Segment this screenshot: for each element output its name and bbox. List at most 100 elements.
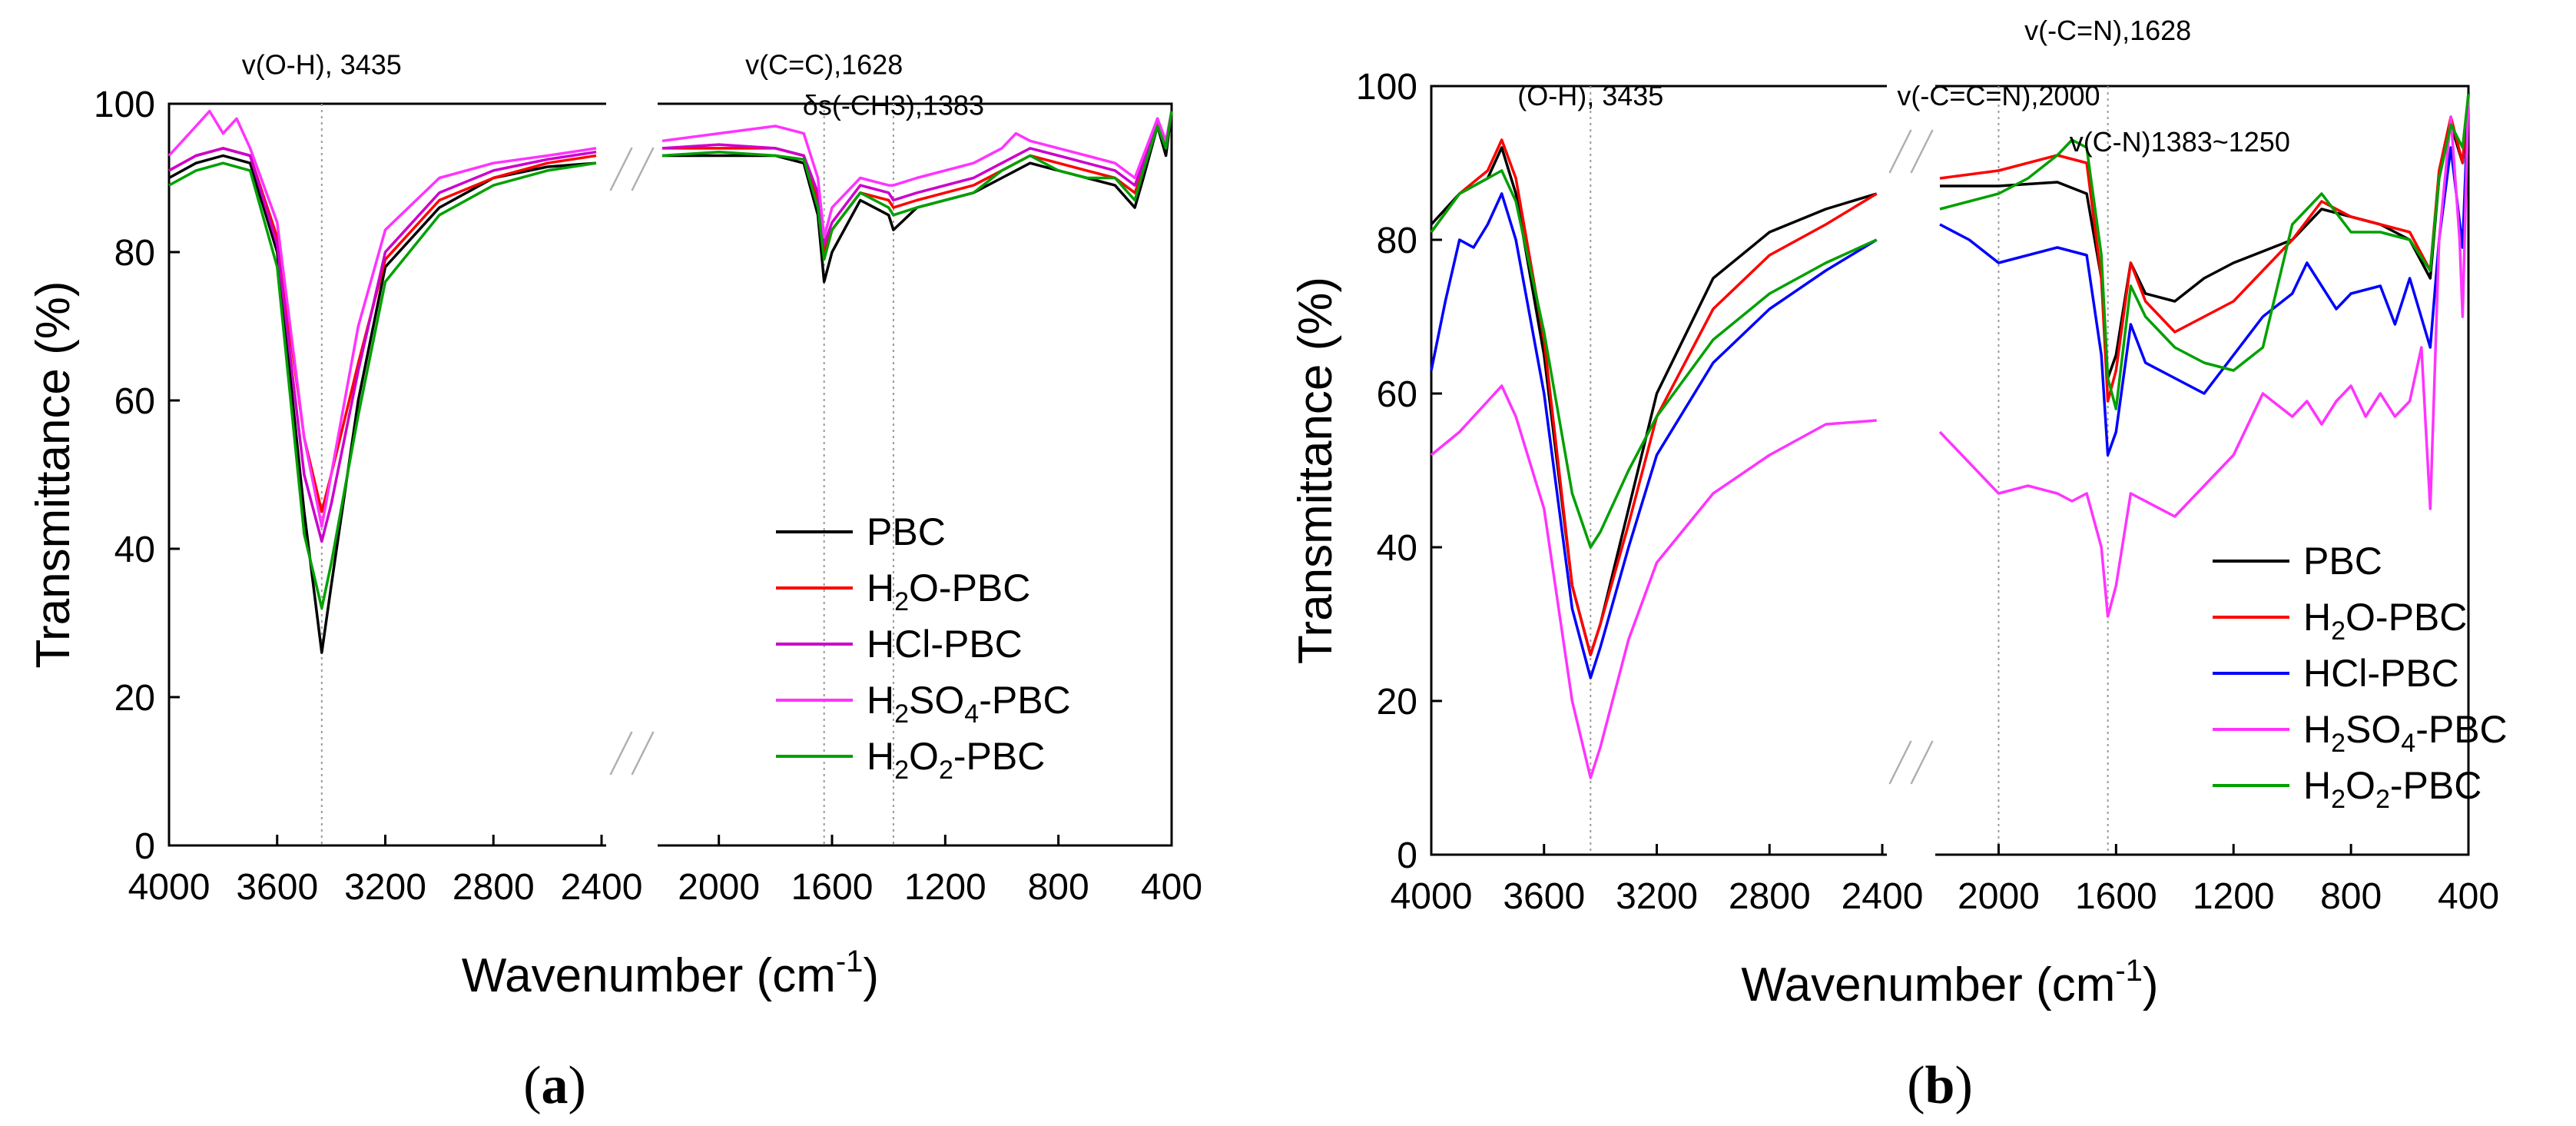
x-axis-label-superscript: -1	[836, 945, 864, 978]
axis-break-mark	[1888, 740, 1912, 785]
panel-b: 4000 3600 3200 2800 2400 2000 1600 1200 800 40002…	[1289, 15, 2508, 1115]
y-tick-label: 20	[114, 678, 155, 719]
legend-label: HCl-PBC	[2303, 652, 2459, 695]
legend-label: H2O2-PBC	[867, 735, 1045, 785]
legend-label: H2O-PBC	[867, 566, 1030, 616]
axis-break-gap	[1887, 83, 1935, 858]
legend-label: H2SO4-PBC	[2303, 708, 2508, 758]
legend-label-part: H	[2303, 708, 2331, 751]
series-line-h2so4-pbc	[1430, 384, 1877, 779]
axis-break-mark	[1910, 129, 1934, 174]
x-tick-label: 2000	[1958, 876, 2040, 917]
legend-label-part: -PBC	[2415, 708, 2507, 751]
legend-label: HCl-PBC	[867, 623, 1023, 666]
legend-label-part: -PBC	[979, 679, 1070, 722]
legend-label-part: SO	[2346, 708, 2401, 751]
x-axis-label-text: Wavenumber (cm	[1741, 958, 2115, 1011]
peak-annotation: (O-H), 3435	[1517, 80, 1663, 111]
legend-label-part: -PBC	[953, 735, 1045, 778]
legend-label-part: O	[909, 735, 939, 778]
series-line-h2o2-pbc	[1939, 93, 2470, 410]
peak-annotation: v(-C=C=N),2000	[1897, 80, 2100, 111]
y-tick-label: 40	[1377, 528, 1417, 569]
panel-caption-letter: b	[1925, 1056, 1955, 1115]
legend-label-part: 2	[2375, 785, 2390, 814]
legend-label-part: 2	[894, 587, 909, 616]
x-tick-label: 3200	[1616, 876, 1698, 917]
series-line-h2o2-pbc	[661, 111, 1173, 261]
series-line-h2so4-pbc	[1938, 93, 2470, 618]
x-tick-label: 400	[1141, 867, 1202, 908]
y-tick-label: 60	[1377, 374, 1417, 415]
axis-break-mark	[609, 731, 633, 776]
x-tick-label: 3200	[344, 867, 426, 908]
y-tick-label: 60	[114, 381, 155, 422]
x-tick-label: 2400	[561, 867, 643, 908]
x-tick-label: 2400	[1842, 876, 1924, 917]
panel-caption: (a)	[523, 1056, 586, 1115]
panel-caption-letter: a	[542, 1056, 569, 1115]
legend-label: H2O-PBC	[2303, 596, 2467, 646]
series-line-hcl-pbc	[661, 111, 1173, 247]
legend-label-part: O-PBC	[2346, 596, 2467, 639]
legend-label: PBC	[867, 510, 946, 553]
legend-label-text: HCl-PBC	[867, 623, 1023, 666]
series-line-hcl-pbc	[1430, 192, 1878, 679]
y-axis-label: Transmittance (%)	[1289, 277, 1342, 664]
x-tick-label: 4000	[1391, 876, 1473, 917]
axis-break-mark	[1888, 129, 1912, 174]
legend-label-part: H	[867, 735, 894, 778]
legend-label-part: 2	[894, 756, 909, 785]
legend-label-text: HCl-PBC	[2303, 652, 2459, 695]
x-axis-label-superscript: -1	[2115, 954, 2143, 988]
legend-label-part: -PBC	[2390, 764, 2482, 807]
x-tick-label: 2000	[678, 867, 760, 908]
x-tick-label: 2800	[453, 867, 535, 908]
series-line-h2o-pbc	[1430, 138, 1878, 656]
y-tick-label: 80	[1377, 221, 1417, 261]
legend-label-part: 4	[2401, 729, 2415, 758]
series-line-hcl-pbc	[1939, 93, 2470, 457]
x-tick-label: 3600	[1503, 876, 1585, 917]
x-tick-label: 1200	[904, 867, 986, 908]
legend-label-part: 2	[2331, 729, 2346, 758]
y-tick-label: 20	[1377, 682, 1417, 722]
x-tick-label: 1200	[2193, 876, 2275, 917]
y-axis-label: Transmittance (%)	[27, 281, 80, 668]
legend-label-part: 2	[2331, 785, 2346, 814]
y-tick-label: 40	[114, 530, 155, 570]
y-tick-label: 0	[134, 826, 155, 867]
x-axis-label-text: Wavenumber (cm	[462, 949, 836, 1002]
legend-label-part: 4	[964, 699, 979, 729]
legend-label: H2SO4-PBC	[867, 679, 1071, 729]
axis-break-mark	[1910, 740, 1934, 785]
legend-label-part: 2	[2331, 616, 2346, 646]
peak-annotation: v(C=C),1628	[745, 48, 903, 80]
series-line-h2so4-pbc	[661, 111, 1173, 239]
legend-label-part: SO	[909, 679, 964, 722]
x-tick-label: 1600	[2075, 876, 2157, 917]
x-tick-label: 800	[1028, 867, 1089, 908]
x-tick-label: 800	[2320, 876, 2382, 917]
y-tick-label: 100	[1356, 67, 1417, 108]
x-axis-label: Wavenumber (cm-1)	[1741, 954, 2158, 1011]
plot-frame	[167, 102, 1173, 847]
axis-break-mark	[631, 731, 655, 776]
y-tick-label: 80	[114, 233, 155, 274]
peak-annotation: δs(-CH3),1383	[803, 89, 984, 121]
plot-frame	[1430, 85, 2470, 856]
legend-label-part: 2	[939, 756, 953, 785]
axis-break-mark	[609, 147, 633, 191]
series-line-h2so4-pbc	[167, 109, 597, 528]
series-line-h2o2-pbc	[1430, 169, 1878, 549]
legend-label-part: H	[2303, 764, 2331, 807]
series-line-hcl-pbc	[168, 147, 597, 543]
y-tick-label: 0	[1397, 835, 1417, 876]
x-tick-label: 400	[2438, 876, 2499, 917]
legend-label: H2O2-PBC	[2303, 764, 2482, 814]
x-tick-label: 3600	[236, 867, 318, 908]
peak-annotation: v(O-H), 3435	[242, 48, 402, 80]
panel-caption: (b)	[1907, 1056, 1973, 1115]
legend-label-part: O	[2346, 764, 2375, 807]
